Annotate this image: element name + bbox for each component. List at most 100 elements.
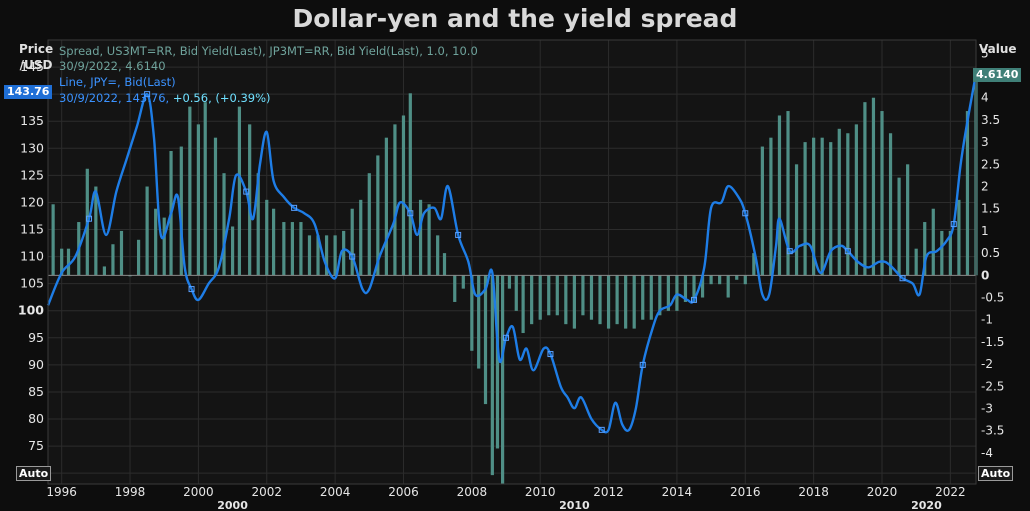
- auto-scale-right-button[interactable]: Auto: [978, 466, 1014, 481]
- spread-bar: [145, 186, 149, 276]
- spread-bar: [222, 173, 226, 276]
- right-tick-label: -0.5: [981, 291, 1004, 305]
- spread-bar: [897, 177, 901, 276]
- spread-bar: [726, 275, 730, 298]
- line-marker: [455, 231, 462, 238]
- x-tick-label: 2020: [867, 485, 898, 499]
- spread-bar: [606, 275, 611, 329]
- left-axis-title: Price /USD: [19, 41, 53, 73]
- spread-bar: [188, 106, 192, 276]
- left-tick-label: 75: [28, 438, 44, 453]
- spread-bar: [442, 253, 447, 276]
- spread-bar: [324, 235, 329, 276]
- left-tick-label: 80: [28, 411, 44, 426]
- right-tick-label: -3: [981, 402, 993, 416]
- right-tick-label: 0.5: [981, 246, 1000, 260]
- spread-bar: [427, 204, 431, 276]
- spread-bar: [735, 275, 739, 280]
- right-tick-label: -1: [981, 313, 993, 327]
- spread-bar: [871, 97, 876, 276]
- spread-bar: [718, 275, 722, 285]
- spread-bar: [162, 217, 166, 276]
- spread-bar: [136, 239, 141, 276]
- right-tick-label: -4: [981, 446, 993, 460]
- legend-line-change: +0.56, (+0.39%): [172, 91, 271, 105]
- line-marker: [349, 253, 356, 260]
- spread-bar: [299, 222, 303, 276]
- x-tick-label: 2016: [730, 485, 761, 499]
- spread-bar: [265, 199, 269, 276]
- spread-bar: [854, 124, 858, 276]
- spread-bar: [709, 275, 713, 285]
- spread-bar: [342, 230, 346, 276]
- spread-bar: [752, 253, 756, 276]
- last-price-tag: 143.76: [4, 85, 53, 99]
- spread-bar: [675, 275, 679, 311]
- spread-bar: [350, 208, 354, 276]
- line-marker: [144, 91, 151, 98]
- line-markers: [86, 91, 957, 433]
- right-axis-ticks: -4.5-4-3.5-3-2.5-2-1.5-1-0.500.511.522.5…: [981, 46, 1004, 482]
- right-tick-label: 2.5: [981, 157, 1000, 171]
- auto-scale-left-button[interactable]: Auto: [16, 466, 52, 481]
- right-tick-label: 0: [981, 268, 989, 282]
- right-tick-label: 1: [981, 224, 989, 238]
- left-tick-label: 85: [28, 384, 44, 399]
- line-marker: [291, 204, 298, 211]
- spread-bar: [521, 275, 525, 334]
- spread-bar: [957, 199, 961, 276]
- plot-border: [47, 39, 977, 485]
- spread-bar: [940, 230, 944, 276]
- spread-bar: [931, 208, 935, 276]
- spread-bar: [102, 266, 106, 276]
- spread-bar: [812, 137, 816, 276]
- spread-bar: [408, 93, 412, 276]
- spread-bar: [203, 102, 207, 276]
- line-marker: [503, 334, 510, 341]
- spread-bar: [769, 137, 773, 276]
- left-tick-label: 90: [28, 357, 44, 372]
- x-tick-label: 1998: [115, 485, 146, 499]
- left-tick-label: 125: [20, 167, 44, 182]
- x-tick-label: 2000: [183, 485, 214, 499]
- left-tick-label: 115: [20, 222, 44, 237]
- right-tick-label: 4: [981, 91, 989, 105]
- spread-bar: [846, 133, 850, 276]
- right-tick-label: 3.5: [981, 113, 1000, 127]
- spread-bar: [641, 275, 645, 320]
- x-tick-label: 2006: [388, 485, 419, 499]
- left-tick-label: 95: [28, 330, 44, 345]
- right-tick-label: 1.5: [981, 202, 1000, 216]
- spread-bar: [777, 115, 782, 276]
- x-tick-label: 2018: [798, 485, 829, 499]
- x-tick-label: 2014: [662, 485, 693, 499]
- x-tick-label: 2010: [525, 485, 556, 499]
- spread-bar: [530, 275, 534, 325]
- x-axis-ticks: 1996 1998 2000 2002 2004 2006 2008 2010 2012 2014…: [46, 485, 966, 511]
- spread-bar: [829, 142, 833, 276]
- spread-bar: [367, 173, 371, 276]
- left-tick-label: 130: [20, 140, 44, 155]
- spread-bar: [906, 164, 910, 276]
- right-tick-label: -3.5: [981, 424, 1004, 438]
- line-marker: [243, 188, 250, 195]
- spread-bar: [615, 275, 619, 325]
- right-tick-label: 2: [981, 180, 989, 194]
- x-tick-label: 2022: [935, 485, 966, 499]
- right-tick-label: -2: [981, 357, 993, 371]
- spread-bar: [863, 102, 867, 276]
- spread-bar: [649, 275, 653, 320]
- spread-bar: [461, 275, 465, 289]
- right-tick-label: 3: [981, 135, 989, 149]
- left-tick-label: 145: [20, 59, 44, 74]
- line-marker: [950, 221, 957, 228]
- left-axis-title-line1: Price: [19, 42, 54, 56]
- legend-spread-value: 30/9/2022, 4.6140: [59, 59, 166, 73]
- chart-title: Dollar-yen and the yield spread: [292, 4, 738, 33]
- spread-bar: [453, 275, 457, 302]
- spread-bar: [666, 275, 670, 311]
- spread-bar: [359, 199, 363, 276]
- line-marker: [639, 361, 646, 368]
